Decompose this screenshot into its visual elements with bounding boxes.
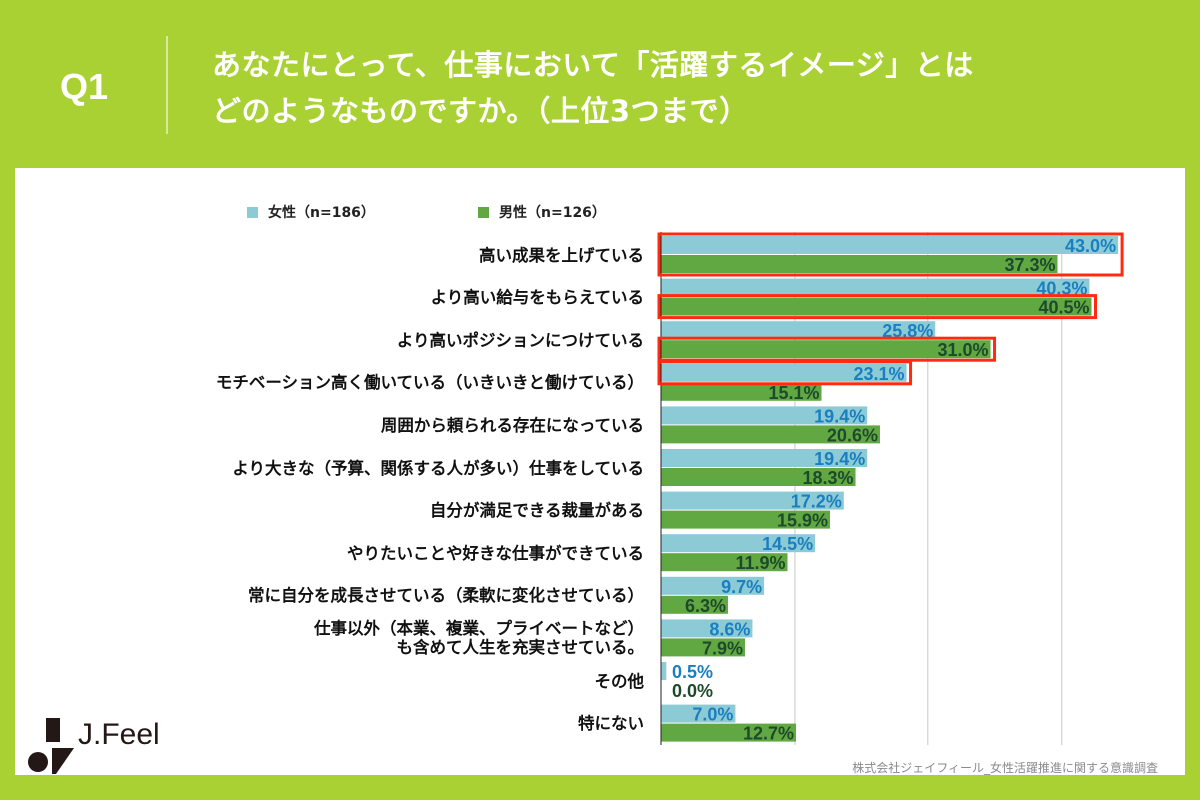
category-label: より大きな（予算、関係する人が多い）仕事をしている bbox=[232, 458, 644, 478]
data-label-male: 18.3% bbox=[802, 468, 853, 488]
data-label-male: 20.6% bbox=[827, 425, 878, 445]
data-label-female: 8.6% bbox=[709, 619, 750, 639]
data-label-male: 11.9% bbox=[735, 553, 785, 573]
data-label-male: 6.3% bbox=[685, 596, 726, 616]
bar-male bbox=[661, 553, 788, 572]
bar-female bbox=[661, 662, 667, 680]
legend-label-female: 女性（n=186） bbox=[268, 205, 375, 221]
data-label-male: 31.0% bbox=[937, 340, 988, 360]
highlight-box bbox=[657, 336, 997, 362]
bar-female bbox=[661, 449, 868, 467]
title-line-1: あなたにとって、仕事において「活躍するイメージ」とは bbox=[212, 48, 974, 82]
category-label: 特にない bbox=[578, 714, 644, 734]
bar-male bbox=[661, 595, 728, 614]
data-label-female: 9.7% bbox=[721, 577, 762, 597]
data-label-female: 0.5% bbox=[672, 662, 713, 682]
data-label-female: 14.5% bbox=[762, 534, 813, 554]
data-label-male: 15.9% bbox=[777, 511, 828, 531]
data-label-female: 40.3% bbox=[1036, 279, 1087, 299]
bar-female bbox=[661, 363, 907, 382]
source-note: 株式会社ジェイフィール_女性活躍推進に関する意識調査 bbox=[852, 761, 1158, 775]
bar-female bbox=[661, 278, 1090, 297]
bar-male bbox=[661, 297, 1092, 316]
category-label: 周囲から頼られる存在になっている bbox=[380, 415, 644, 435]
data-label-female: 19.4% bbox=[814, 449, 865, 469]
bar-male bbox=[661, 468, 856, 486]
data-label-male: 12.7% bbox=[743, 724, 794, 744]
data-label-male: 15.1% bbox=[768, 383, 819, 403]
data-label-male: 37.3% bbox=[1004, 255, 1055, 275]
category-label: その他 bbox=[594, 671, 645, 691]
bar-female bbox=[661, 704, 736, 723]
data-label-female: 19.4% bbox=[814, 406, 865, 426]
legend-label-male: 男性（n=126） bbox=[499, 205, 606, 221]
title-line-2: どのようなものですか。（上位3つまで） bbox=[212, 94, 749, 128]
bar-male bbox=[661, 382, 822, 401]
bar-female bbox=[661, 321, 936, 340]
bar-female bbox=[661, 491, 844, 510]
svg-text:J.Feel: J.Feel bbox=[78, 718, 160, 751]
category-label: より高い給与をもらえている bbox=[430, 288, 644, 308]
legend-female: 女性（n=186） bbox=[247, 202, 375, 222]
data-label-female: 25.8% bbox=[882, 321, 933, 341]
bar-male bbox=[661, 723, 797, 742]
data-label-female: 43.0% bbox=[1065, 236, 1116, 256]
category-label: 仕事以外（本業、複業、プライベートなど） も含めて人生を充実させている。 bbox=[314, 619, 644, 658]
bar-female bbox=[661, 236, 1119, 254]
category-label: やりたいことや好きな仕事ができている bbox=[347, 543, 644, 563]
category-label: より高いポジションにつけている bbox=[396, 330, 644, 350]
category-label: 常に自分を成長させている（柔軟に変化させている） bbox=[248, 586, 644, 606]
bar-female bbox=[661, 576, 765, 595]
legend-male: 男性（n=126） bbox=[478, 202, 606, 222]
bar-male bbox=[661, 340, 991, 359]
bar-male bbox=[661, 255, 1058, 273]
jfeel-logo: J.Feel bbox=[28, 718, 188, 780]
category-label: 高い成果を上げている bbox=[479, 245, 644, 265]
bar-male bbox=[661, 510, 831, 529]
legend-swatch-male bbox=[478, 206, 489, 218]
data-label-female: 17.2% bbox=[791, 492, 842, 512]
category-label: モチベーション高く働いている（いきいきと働けている） bbox=[215, 373, 644, 393]
question-title: あなたにとって、仕事において「活躍するイメージ」とは どのようなものですか。（上… bbox=[212, 42, 974, 134]
highlight-box bbox=[657, 294, 1098, 320]
data-label-female: 23.1% bbox=[854, 364, 905, 384]
highlight-box bbox=[657, 360, 913, 386]
bar-male bbox=[661, 638, 745, 657]
data-label-male: 7.9% bbox=[702, 638, 743, 658]
data-label-female: 7.0% bbox=[692, 705, 733, 725]
bar-female bbox=[661, 406, 868, 425]
header-divider bbox=[166, 36, 168, 134]
bar-female bbox=[661, 619, 753, 638]
logo-mark-icon: J.Feel bbox=[28, 718, 160, 774]
bar-female bbox=[661, 534, 816, 553]
question-number: Q1 bbox=[60, 66, 109, 107]
highlight-box bbox=[657, 232, 1124, 277]
bar-male bbox=[661, 425, 880, 444]
category-label: 自分が満足できる裁量がある bbox=[429, 501, 644, 521]
data-label-male: 40.5% bbox=[1038, 298, 1089, 318]
data-label-male: 0.0% bbox=[672, 681, 713, 701]
legend-swatch-female bbox=[247, 206, 258, 218]
